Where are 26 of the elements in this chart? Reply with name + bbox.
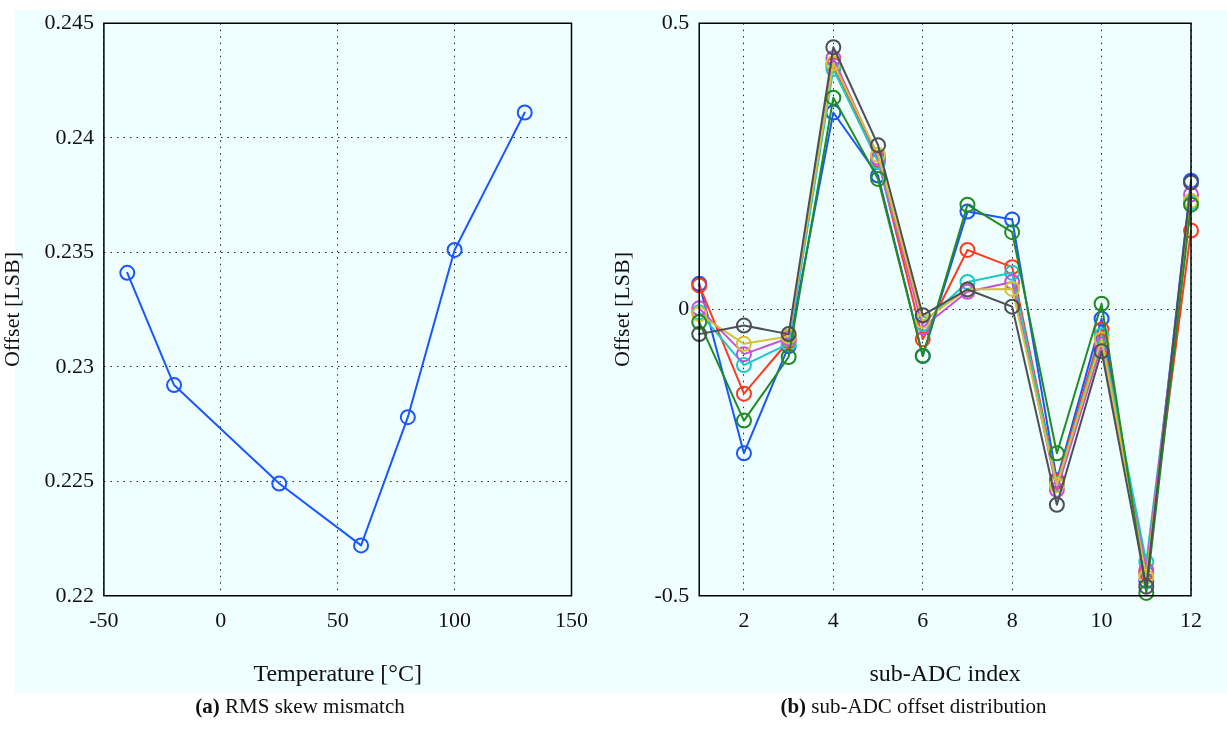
- y-tick-label: 0.225: [44, 467, 94, 493]
- x-axis-title: Temperature [°C]: [253, 659, 422, 686]
- y-tick-label: 0.22: [55, 581, 94, 607]
- y-tick-label: 0.24: [55, 123, 94, 149]
- x-tick-label: 150: [555, 606, 588, 632]
- y-tick-label: 0.5: [661, 8, 690, 34]
- x-tick-label: 10: [1090, 606, 1113, 632]
- x-tick-label: 12: [1180, 606, 1202, 632]
- y-tick-label: 0: [678, 295, 690, 321]
- x-tick-label: 50: [326, 606, 349, 632]
- text: (b) sub-ADC offset distribution: [779, 694, 1048, 719]
- x-tick-label: 0: [215, 606, 227, 632]
- y-tick-label: 0.23: [55, 352, 94, 378]
- x-tick-label: 8: [1006, 606, 1018, 632]
- x-tick-label: 100: [438, 606, 472, 632]
- y-tick-label: 0.235: [44, 238, 94, 264]
- y-axis-title: Offset [LSB]: [608, 251, 634, 368]
- x-tick-label: 6: [917, 606, 929, 632]
- x-axis-title: sub-ADC index: [869, 659, 1021, 686]
- y-tick-label: -0.5: [654, 581, 690, 607]
- text: (a) RMS skew mismatch: [194, 694, 406, 719]
- y-axis-title: Offset [LSB]: [0, 251, 24, 368]
- x-tick-label: 4: [827, 606, 839, 632]
- x-tick-label: -50: [89, 606, 119, 632]
- y-tick-label: 0.245: [44, 8, 94, 34]
- x-tick-label: 2: [738, 606, 750, 632]
